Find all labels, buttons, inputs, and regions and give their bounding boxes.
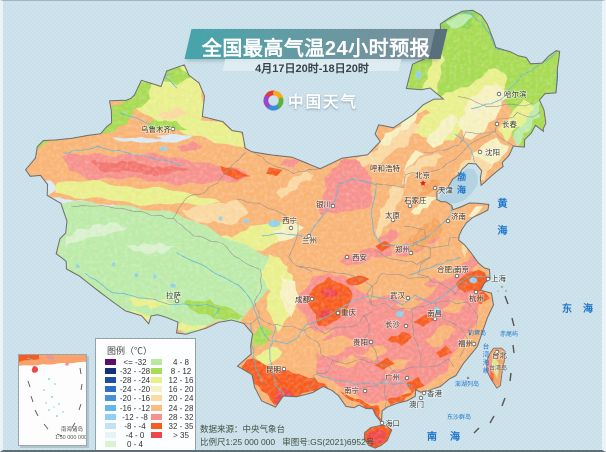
svg-text:上海: 上海: [491, 273, 506, 283]
svg-text:郑州: 郑州: [395, 244, 410, 254]
svg-text:台湾岛: 台湾岛: [489, 364, 507, 372]
svg-text:台北: 台北: [492, 350, 507, 360]
svg-text:济南: 济南: [451, 211, 466, 221]
svg-text:昆明: 昆明: [266, 365, 281, 374]
svg-text:贵阳: 贵阳: [353, 337, 368, 347]
svg-text:天津: 天津: [438, 186, 453, 195]
svg-text:南京: 南京: [454, 264, 469, 274]
svg-text:武汉: 武汉: [390, 290, 405, 300]
svg-text:福州: 福州: [458, 339, 473, 348]
svg-text:1:50 000 000: 1:50 000 000: [55, 435, 86, 441]
svg-text:南昌: 南昌: [427, 308, 442, 318]
svg-text:海口: 海口: [385, 418, 400, 428]
svg-text:西宁: 西宁: [282, 215, 297, 225]
svg-text:长春: 长春: [502, 119, 517, 129]
svg-text:银川: 银川: [316, 200, 331, 209]
svg-text:澳门: 澳门: [409, 399, 424, 409]
svg-text:哈尔滨: 哈尔滨: [504, 89, 527, 99]
svg-text:沈阳: 沈阳: [485, 147, 500, 157]
svg-text:兰州: 兰州: [302, 235, 317, 245]
svg-text:合肥: 合肥: [437, 264, 452, 274]
svg-text:南宁: 南宁: [344, 385, 359, 395]
svg-text:广州: 广州: [385, 372, 400, 382]
svg-text:呼和浩特: 呼和浩特: [370, 163, 400, 173]
svg-text:拉萨: 拉萨: [166, 290, 181, 300]
svg-text:太原: 太原: [385, 210, 400, 220]
svg-text:北京: 北京: [415, 170, 430, 180]
svg-text:香港: 香港: [427, 388, 442, 398]
svg-text:乌鲁木齐: 乌鲁木齐: [141, 124, 171, 134]
svg-text:石家庄: 石家庄: [404, 195, 427, 205]
svg-text:西安: 西安: [352, 252, 367, 262]
svg-text:长沙: 长沙: [385, 319, 400, 329]
svg-text:重庆: 重庆: [341, 307, 356, 317]
svg-text:南海诸岛: 南海诸岛: [61, 425, 84, 433]
svg-text:成都: 成都: [295, 294, 310, 304]
svg-text:杭州: 杭州: [469, 293, 484, 303]
